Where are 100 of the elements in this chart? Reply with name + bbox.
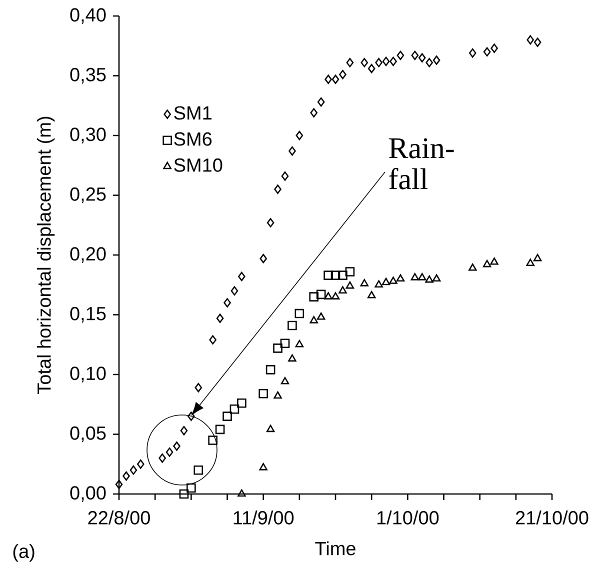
point (237, 398, 246, 408)
y-tick-label: 0,10 (70, 366, 106, 382)
legend-label: SM6 (174, 132, 212, 146)
point (180, 426, 188, 436)
point (209, 335, 216, 344)
point (330, 270, 340, 280)
x-tick-label: 21/10/00 (516, 510, 588, 524)
point (324, 292, 332, 300)
point (281, 171, 289, 181)
point (115, 480, 123, 490)
point (222, 412, 232, 421)
point (296, 130, 304, 140)
y-tick-label: 0,35 (70, 68, 106, 84)
point (432, 56, 440, 65)
point (238, 489, 246, 497)
point (534, 38, 542, 47)
point (490, 44, 498, 53)
point (288, 354, 296, 362)
point (533, 254, 542, 262)
point (216, 314, 224, 323)
point (294, 308, 304, 318)
point (418, 273, 426, 280)
point (482, 260, 492, 268)
x-tick-label: 11/9/00 (234, 510, 294, 524)
y-tick-label: 0,30 (70, 128, 106, 144)
point (166, 448, 174, 457)
point (374, 280, 383, 288)
point (483, 47, 491, 56)
point (490, 258, 498, 265)
point (411, 50, 419, 60)
point (331, 292, 340, 300)
point (122, 471, 130, 481)
point (367, 290, 376, 298)
point (324, 74, 332, 84)
point (389, 276, 398, 284)
point (468, 263, 477, 271)
point (396, 50, 404, 60)
point (418, 53, 426, 62)
point (259, 463, 268, 470)
point (238, 272, 246, 282)
point (194, 382, 202, 392)
point (390, 56, 397, 66)
point (266, 218, 274, 228)
legend-label: SM1 (174, 106, 212, 120)
point (274, 184, 282, 194)
point (188, 412, 195, 421)
point (382, 56, 390, 66)
y-tick-label: 0,05 (70, 426, 106, 442)
point (432, 274, 441, 282)
point (310, 316, 318, 324)
point (186, 483, 196, 493)
point (339, 70, 346, 80)
point (273, 344, 282, 353)
point (316, 290, 326, 300)
point (468, 48, 476, 58)
point (396, 274, 405, 282)
legend-label: SM10 (174, 158, 222, 172)
point (260, 254, 267, 264)
point (338, 270, 348, 280)
point (288, 146, 296, 156)
x-tick-label: 22/8/00 (88, 510, 150, 524)
point (158, 453, 166, 463)
point (346, 58, 354, 68)
point (324, 270, 333, 280)
x-tick-label: 1/10/00 (377, 510, 439, 524)
point (425, 275, 434, 283)
point (173, 442, 180, 451)
point (360, 279, 368, 286)
point (258, 388, 268, 398)
point (137, 459, 144, 469)
point (230, 404, 240, 414)
point (280, 377, 290, 384)
y-tick-label: 0,40 (70, 8, 106, 24)
point (230, 286, 238, 296)
point (194, 465, 204, 475)
point (309, 292, 319, 302)
point (410, 273, 419, 280)
point (526, 35, 534, 45)
point (375, 58, 382, 68)
point (338, 286, 347, 294)
point (316, 312, 326, 320)
point (280, 338, 290, 348)
point (274, 391, 282, 399)
annotation: Rain-fall (389, 138, 454, 190)
point (382, 278, 390, 286)
point (288, 320, 297, 330)
point (224, 298, 231, 308)
text: (a) (13, 544, 34, 562)
point (266, 424, 275, 432)
point (368, 64, 376, 74)
point (426, 58, 433, 68)
y-tick-label: 0,00 (70, 486, 106, 502)
point (345, 267, 355, 276)
point (179, 489, 189, 499)
point (208, 436, 218, 445)
y-tick-label: 0,25 (70, 187, 106, 204)
point (215, 424, 225, 434)
point (526, 258, 534, 266)
point (310, 108, 318, 118)
y-tick-label: 0,20 (70, 247, 106, 263)
